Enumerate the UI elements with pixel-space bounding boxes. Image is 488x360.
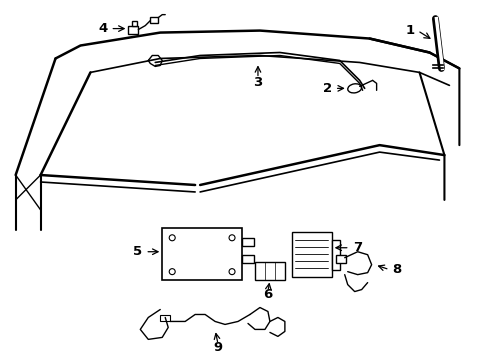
Text: 7: 7	[352, 241, 361, 254]
Text: 8: 8	[392, 263, 401, 276]
Bar	[291, 232, 331, 276]
Text: 2: 2	[322, 82, 331, 95]
Text: 1: 1	[405, 24, 414, 37]
Circle shape	[228, 269, 235, 275]
Bar	[162, 228, 242, 280]
Bar	[242, 238, 253, 246]
Bar	[254, 262, 285, 280]
Bar	[150, 17, 158, 23]
Bar	[331, 240, 339, 270]
Bar	[242, 255, 253, 263]
Text: 9: 9	[213, 341, 222, 354]
Text: 5: 5	[133, 245, 142, 258]
Bar	[128, 26, 138, 33]
Circle shape	[169, 235, 175, 241]
Bar	[132, 21, 137, 26]
Circle shape	[228, 235, 235, 241]
Bar	[160, 315, 170, 321]
Text: 3: 3	[253, 76, 262, 89]
Circle shape	[169, 269, 175, 275]
Text: 6: 6	[263, 288, 272, 301]
Text: 4: 4	[98, 22, 107, 35]
Ellipse shape	[347, 84, 361, 93]
Bar	[335, 255, 345, 263]
